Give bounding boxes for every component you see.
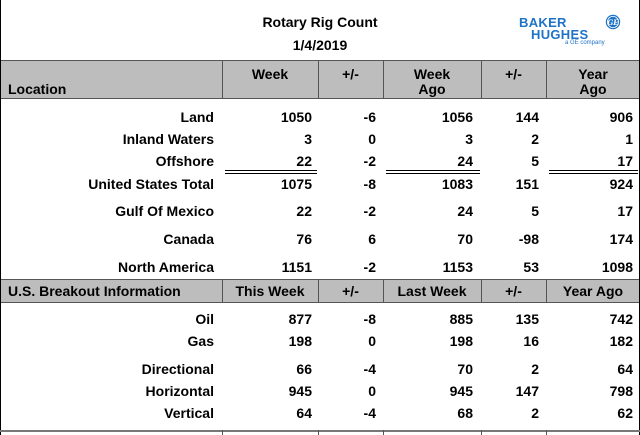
row-change: -4 [363, 361, 376, 377]
row-label: Land [180, 109, 214, 125]
row-change: 6 [368, 231, 376, 247]
header-week: Week [251, 66, 289, 82]
row-change: -4 [363, 405, 376, 421]
row-change: -8 [363, 176, 376, 192]
header-change-year: +/- [505, 66, 522, 82]
baker-hughes-logo: BAKER HUGHES a GE company GE [519, 12, 631, 46]
row-change-year: 2 [531, 405, 539, 421]
row-change-year: 2 [531, 131, 539, 147]
row-week-ago: 3 [465, 131, 473, 147]
row-change-year: 16 [523, 333, 539, 349]
row-week: 22 [296, 153, 312, 169]
table-date: 1/4/2019 [292, 37, 348, 53]
breakout-header-change-year: +/- [505, 283, 522, 299]
row-change-year: 5 [531, 153, 539, 169]
row-week: 198 [288, 333, 312, 349]
row-change-year: 151 [515, 176, 539, 192]
row-change-year: 135 [515, 311, 539, 327]
row-year-ago: 17 [617, 153, 633, 169]
row-week: 22 [296, 203, 312, 219]
breakout-header-year-ago: Year Ago [562, 283, 624, 299]
row-week-ago: 68 [457, 405, 473, 421]
row-week: 877 [288, 311, 312, 327]
row-year-ago: 17 [617, 203, 633, 219]
row-label: Gulf Of Mexico [115, 203, 214, 219]
table-title: Rotary Rig Count [262, 14, 378, 30]
row-year-ago: 174 [609, 231, 633, 247]
row-label: Inland Waters [122, 131, 214, 147]
row-year-ago: 906 [609, 109, 633, 125]
row-change-year: 144 [515, 109, 539, 125]
row-change: 0 [368, 383, 376, 399]
row-change-year: 5 [531, 203, 539, 219]
breakout-header-this-week: This Week [235, 283, 305, 299]
row-week: 945 [288, 383, 312, 399]
row-week-ago: 24 [457, 203, 473, 219]
breakout-header-last-week: Last Week [397, 283, 467, 299]
row-label: United States Total [88, 176, 214, 192]
row-week-ago: 1083 [441, 176, 473, 192]
row-change: 0 [368, 131, 376, 147]
row-change-year: 147 [515, 383, 539, 399]
row-change: -2 [363, 259, 376, 275]
ge-monogram-icon: GE [605, 14, 621, 30]
row-year-ago: 924 [609, 176, 633, 192]
header-band [0, 61, 640, 99]
row-week-ago: 198 [449, 333, 473, 349]
row-week-ago: 70 [457, 231, 473, 247]
header-year-ago-line1: Year [578, 66, 608, 82]
row-year-ago: 1098 [601, 259, 633, 275]
header-change: +/- [342, 66, 359, 82]
header-week-ago-line2: Ago [418, 81, 446, 97]
row-week: 66 [296, 361, 312, 377]
row-label: Horizontal [145, 383, 214, 399]
breakout-header-band [0, 280, 640, 302]
row-week: 1151 [281, 259, 312, 275]
row-year-ago: 1 [625, 131, 633, 147]
row-year-ago: 62 [617, 405, 633, 421]
row-week-ago: 945 [449, 383, 473, 399]
row-change-year: -98 [518, 231, 539, 247]
row-label: Oil [195, 311, 214, 327]
row-label: Canada [163, 231, 214, 247]
row-change-year: 2 [531, 361, 539, 377]
header-week-ago-line1: Week [413, 66, 451, 82]
row-change: 0 [368, 333, 376, 349]
row-week: 3 [304, 131, 312, 147]
table-border-left [0, 0, 1, 435]
breakout-header-change: +/- [342, 283, 359, 299]
row-change-year: 53 [523, 259, 539, 275]
row-label: Directional [141, 361, 214, 377]
breakout-header-label: U.S. Breakout Information [8, 283, 181, 299]
row-label: Offshore [155, 153, 214, 169]
row-week-ago: 885 [449, 311, 473, 327]
row-week: 76 [296, 231, 312, 247]
row-label: North America [118, 259, 214, 275]
row-change: -6 [363, 109, 376, 125]
row-change: -2 [363, 153, 376, 169]
row-year-ago: 182 [609, 333, 633, 349]
svg-text:GE: GE [607, 18, 619, 27]
row-year-ago: 798 [609, 383, 633, 399]
row-week-ago: 1056 [441, 109, 473, 125]
table-bottom-rule [0, 430, 640, 432]
row-week-ago: 24 [457, 153, 473, 169]
row-week-ago: 70 [457, 361, 473, 377]
row-change: -2 [363, 203, 376, 219]
row-year-ago: 64 [617, 361, 633, 377]
row-week: 1075 [280, 176, 312, 192]
row-label: Vertical [164, 405, 214, 421]
header-year-ago-line2: Ago [579, 81, 607, 97]
row-week: 64 [296, 405, 312, 421]
row-change: -8 [363, 311, 376, 327]
row-week-ago: 1153 [442, 259, 473, 275]
header-location: Location [8, 81, 67, 97]
row-label: Gas [187, 333, 214, 349]
row-year-ago: 742 [609, 311, 633, 327]
row-week: 1050 [280, 109, 312, 125]
